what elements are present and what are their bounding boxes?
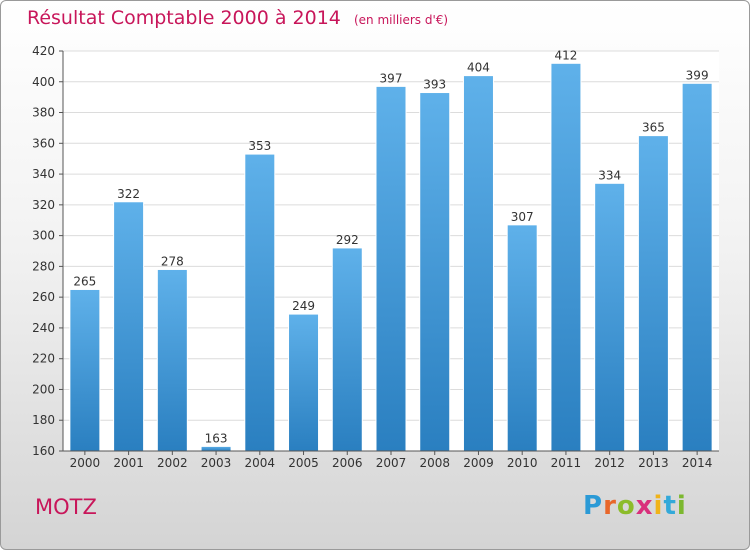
y-tick-label: 200 <box>32 382 55 396</box>
bar <box>375 85 407 452</box>
x-tick-label: 2011 <box>551 456 582 470</box>
bar <box>69 288 101 452</box>
y-tick-label: 180 <box>32 413 55 427</box>
bar <box>637 135 669 452</box>
data-label: 393 <box>423 78 446 92</box>
x-tick-label: 2008 <box>419 456 450 470</box>
data-label: 249 <box>292 299 315 313</box>
data-label: 265 <box>73 274 96 288</box>
commune-name: MOTZ <box>35 495 97 519</box>
bar <box>550 62 582 452</box>
x-tick-label: 2012 <box>594 456 625 470</box>
x-tick-label: 2000 <box>70 456 101 470</box>
y-tick-label: 380 <box>32 106 55 120</box>
data-label: 412 <box>554 48 577 62</box>
y-tick-label: 320 <box>32 198 55 212</box>
data-label: 292 <box>336 233 359 247</box>
bar <box>506 224 538 452</box>
data-label: 397 <box>380 71 403 85</box>
bar <box>244 153 276 452</box>
x-tick-label: 2005 <box>288 456 319 470</box>
y-tick-label: 260 <box>32 290 55 304</box>
x-tick-label: 2007 <box>376 456 407 470</box>
y-tick-label: 340 <box>32 167 55 181</box>
data-label: 365 <box>642 121 665 135</box>
x-tick-label: 2002 <box>157 456 188 470</box>
bar <box>156 268 188 452</box>
data-label: 278 <box>161 254 184 268</box>
data-label: 399 <box>686 68 709 82</box>
data-label: 334 <box>598 168 621 182</box>
x-tick-label: 2004 <box>245 456 276 470</box>
data-labels: 265 322 278 163 353 249 292 397 393 404 307 412 334 3… <box>73 48 708 445</box>
proxiti-logo: Proxiti <box>583 491 687 521</box>
bar <box>594 182 626 452</box>
y-tick-label: 220 <box>32 352 55 366</box>
bar <box>462 75 494 452</box>
chart-title: Résultat Comptable 2000 à 2014 <box>27 7 341 29</box>
y-tick-label: 160 <box>32 444 55 458</box>
bar <box>200 445 232 452</box>
bars <box>69 62 713 452</box>
data-label: 322 <box>117 187 140 201</box>
data-label: 404 <box>467 61 490 75</box>
axes: 160 180 200 220 240 260 280 300 320 340 360 380 400 4… <box>32 44 719 470</box>
data-label: 163 <box>205 431 228 445</box>
bar <box>681 82 713 452</box>
x-tick-label: 2013 <box>638 456 669 470</box>
y-tick-label: 360 <box>32 136 55 150</box>
y-tick-label: 280 <box>32 259 55 273</box>
data-label: 307 <box>511 210 534 224</box>
title-row: Résultat Comptable 2000 à 2014 (en milli… <box>27 7 448 29</box>
x-tick-label: 2014 <box>682 456 713 470</box>
y-tick-label: 240 <box>32 321 55 335</box>
x-tick-label: 2010 <box>507 456 538 470</box>
x-tick-label: 2009 <box>463 456 494 470</box>
x-tick-label: 2003 <box>201 456 232 470</box>
x-tick-label: 2001 <box>113 456 144 470</box>
y-tick-label: 300 <box>32 229 55 243</box>
data-label: 353 <box>248 139 271 153</box>
bar <box>419 92 451 452</box>
chart-subtitle: (en milliers d'€) <box>353 13 449 27</box>
y-tick-label: 400 <box>32 75 55 89</box>
bar <box>113 201 145 452</box>
y-tick-label: 420 <box>32 44 55 58</box>
x-tick-label: 2006 <box>332 456 363 470</box>
bar <box>331 247 363 452</box>
bar <box>288 313 320 452</box>
